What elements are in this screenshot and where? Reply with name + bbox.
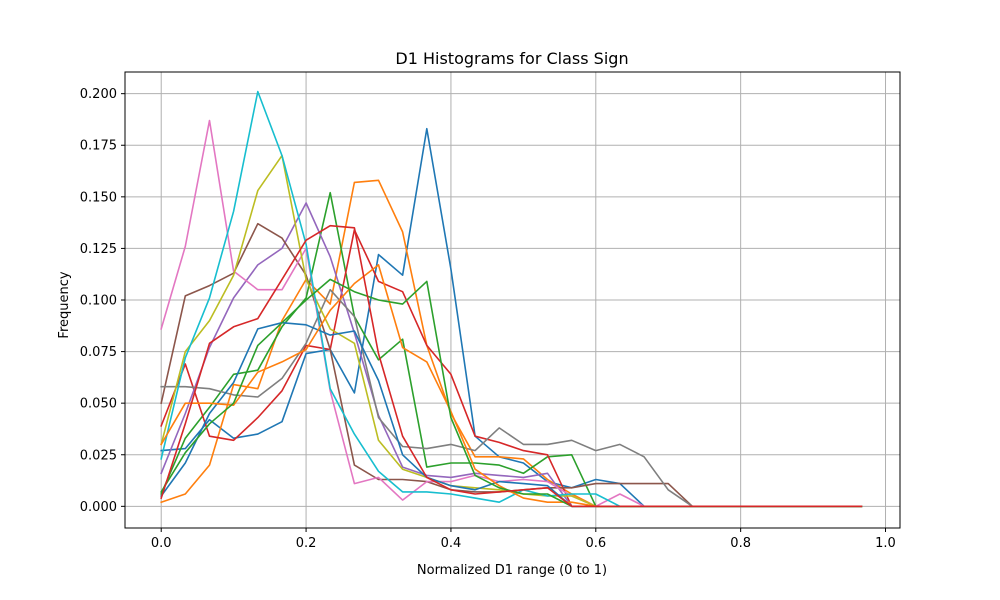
y-axis: 0.000 0.025 0.050 0.075 0.100 0.125 0.150 0.175…: [80, 87, 125, 515]
y-tick-label: 0.150: [80, 190, 117, 205]
x-tick-label: 0.4: [441, 536, 462, 551]
y-tick-label: 0.000: [80, 500, 117, 515]
x-tick-label: 0.0: [151, 536, 172, 551]
series-lines: [160, 90, 863, 508]
x-tick-label: 1.0: [875, 536, 896, 551]
x-tick-label: 0.8: [730, 536, 751, 551]
y-tick-label: 0.125: [80, 242, 117, 257]
x-axis-title: Normalized D1 range (0 to 1): [417, 563, 607, 578]
series-line-14: [160, 224, 863, 508]
y-tick-label: 0.175: [80, 139, 117, 154]
x-tick-label: 0.6: [585, 536, 606, 551]
y-tick-label: 0.025: [80, 448, 117, 463]
y-axis-title: Frequency: [57, 271, 72, 338]
y-tick-label: 0.050: [80, 397, 117, 412]
x-axis: 0.0 0.2 0.4 0.6 0.8 1.0: [151, 528, 896, 551]
y-tick-label: 0.100: [80, 294, 117, 309]
y-tick-label: 0.200: [80, 87, 117, 102]
chart-title: D1 Histograms for Class Sign: [395, 49, 628, 68]
x-tick-label: 0.2: [296, 536, 317, 551]
y-tick-label: 0.075: [80, 345, 117, 360]
